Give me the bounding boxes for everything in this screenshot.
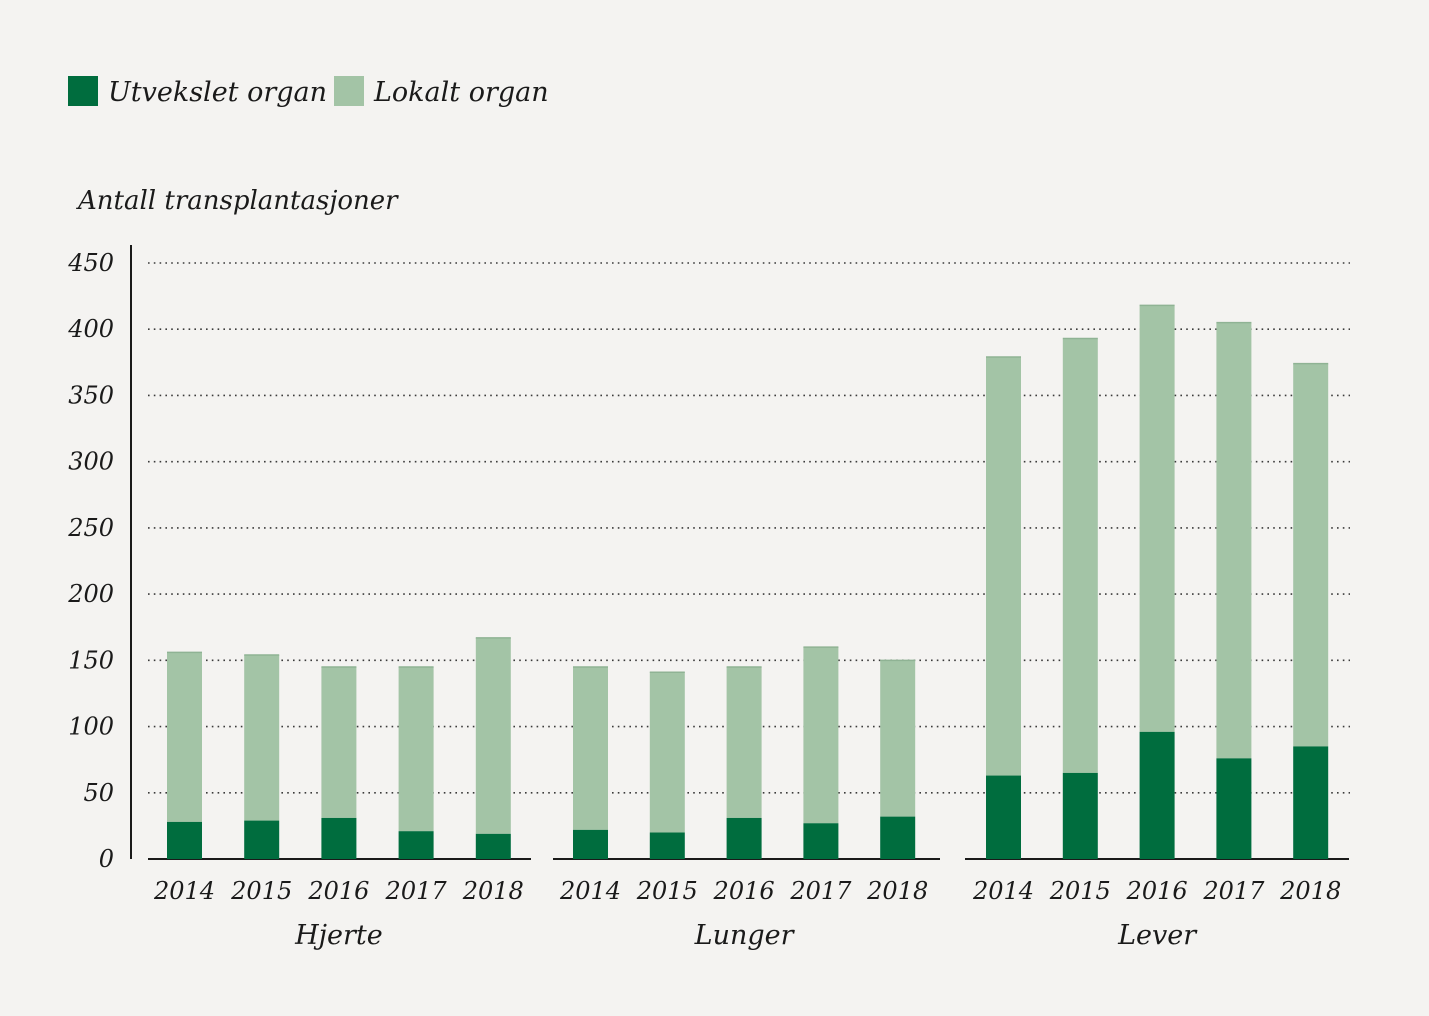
group-label: Lunger xyxy=(694,920,796,951)
legend-label-utvekslet: Utvekslet organ xyxy=(108,77,327,108)
x-tick-label: 2017 xyxy=(789,877,852,905)
y-tick-label: 200 xyxy=(67,580,114,608)
bar-lokalt-organ xyxy=(321,666,357,818)
x-tick-label: 2017 xyxy=(1202,877,1265,905)
bar-utvekslet-organ xyxy=(573,829,608,859)
bar-utvekslet-organ xyxy=(649,832,685,859)
bars xyxy=(167,304,1329,859)
bar-utvekslet-organ xyxy=(803,823,839,859)
y-axis-ticks: 0 50 100 150 200 250 300 350 400 450 xyxy=(67,249,114,873)
x-axis-ticks: 2014 2015 2016 2017 2018 2014 2015 2016 2017 2018… xyxy=(153,877,1341,905)
group-label: Lever xyxy=(1117,920,1198,951)
group-labels: Hjerte Lunger Lever xyxy=(294,920,1198,951)
x-tick-label: 2014 xyxy=(559,877,621,905)
bar-lokalt-organ xyxy=(475,637,511,834)
bar-utvekslet-organ xyxy=(398,831,434,859)
x-tick-label: 2018 xyxy=(866,877,928,905)
legend-swatch-lokalt xyxy=(334,76,364,106)
y-tick-label: 150 xyxy=(68,646,114,674)
y-tick-label: 400 xyxy=(67,315,114,343)
x-tick-label: 2015 xyxy=(230,877,292,905)
bar-lokalt-organ xyxy=(244,655,280,821)
y-tick-label: 50 xyxy=(83,779,114,807)
bar-lokalt-organ xyxy=(573,666,608,830)
bar-lokalt-organ xyxy=(1293,363,1329,747)
x-tick-label: 2016 xyxy=(713,877,775,905)
legend: Utvekslet organ Lokalt organ xyxy=(68,76,549,108)
bar-lokalt-organ xyxy=(1216,322,1252,759)
bar-lokalt-organ xyxy=(649,672,685,833)
x-tick-label: 2015 xyxy=(1049,877,1111,905)
x-tick-label: 2015 xyxy=(636,877,698,905)
y-tick-label: 100 xyxy=(68,713,114,741)
y-tick-label: 350 xyxy=(68,381,114,409)
bar-utvekslet-organ xyxy=(880,816,916,859)
bar-lokalt-organ xyxy=(880,660,916,817)
legend-label-lokalt: Lokalt organ xyxy=(373,77,549,108)
bar-utvekslet-organ xyxy=(1139,731,1175,859)
group-label: Hjerte xyxy=(294,920,383,951)
y-tick-label: 300 xyxy=(68,448,114,476)
y-tick-label: 450 xyxy=(67,249,114,277)
y-tick-label: 250 xyxy=(67,514,114,542)
bar-utvekslet-organ xyxy=(726,817,762,859)
y-axis-label: Antall transplantasjoner xyxy=(76,186,399,216)
bar-lokalt-organ xyxy=(398,666,434,832)
bar-utvekslet-organ xyxy=(986,775,1021,859)
bar-lokalt-organ xyxy=(167,652,202,822)
x-tick-label: 2014 xyxy=(153,877,215,905)
bar-lokalt-organ xyxy=(726,666,762,818)
x-tick-label: 2017 xyxy=(385,877,448,905)
bar-utvekslet-organ xyxy=(1216,758,1252,859)
legend-swatch-utvekslet xyxy=(68,76,98,106)
bar-utvekslet-organ xyxy=(1062,772,1098,859)
y-tick-label: 0 xyxy=(99,845,114,873)
bar-utvekslet-organ xyxy=(475,833,511,859)
x-tick-label: 2016 xyxy=(1126,877,1188,905)
x-tick-label: 2018 xyxy=(1279,877,1341,905)
bar-lokalt-organ xyxy=(1062,338,1098,773)
bar-lokalt-organ xyxy=(986,357,1021,776)
x-tick-label: 2018 xyxy=(462,877,524,905)
x-tick-label: 2014 xyxy=(972,877,1034,905)
x-tick-label: 2016 xyxy=(307,877,369,905)
bar-lokalt-organ xyxy=(1139,305,1175,732)
bar-utvekslet-organ xyxy=(1293,746,1329,859)
bar-utvekslet-organ xyxy=(167,821,202,859)
bar-utvekslet-organ xyxy=(321,817,357,859)
bar-utvekslet-organ xyxy=(244,820,280,859)
bar-lokalt-organ xyxy=(803,647,839,824)
